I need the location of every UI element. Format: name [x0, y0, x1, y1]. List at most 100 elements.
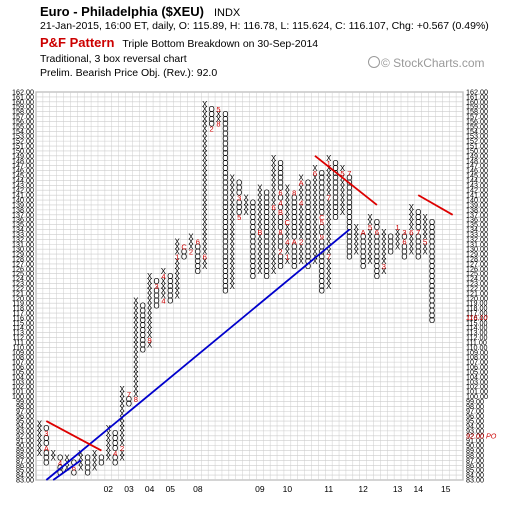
o-box: O	[167, 272, 173, 281]
x-box: X	[133, 301, 139, 310]
x-box: X	[312, 198, 318, 207]
y-tick-label-left: 94.00	[16, 421, 34, 430]
y-tick-label-right: 128.00	[466, 254, 488, 263]
x-box: X	[381, 233, 387, 242]
o-box: O	[305, 179, 311, 188]
o-box: O	[305, 188, 311, 197]
x-box: X	[119, 429, 125, 438]
o-box: O	[222, 208, 228, 217]
o-box: O	[264, 272, 270, 281]
x-box: X	[202, 218, 208, 227]
y-tick-label-left: 141.00	[12, 191, 34, 200]
month-marker: 6	[409, 228, 413, 237]
o-box: O	[415, 252, 421, 261]
x-box: X	[367, 228, 373, 237]
o-box: O	[319, 198, 325, 207]
y-tick-label-left: 157.00	[12, 112, 34, 121]
y-tick-label-right: 150.00	[466, 146, 488, 155]
x-box: X	[409, 218, 415, 227]
o-box: O	[250, 243, 256, 252]
y-tick-label-left: 98.00	[16, 402, 34, 411]
o-box: O	[85, 454, 91, 463]
o-box: O	[360, 257, 366, 266]
x-box: X	[133, 336, 139, 345]
o-box: O	[222, 154, 228, 163]
month-marker: A	[292, 238, 297, 247]
x-box: X	[133, 346, 139, 355]
o-box: O	[112, 444, 118, 453]
y-tick-label-left: 89.00	[16, 446, 34, 455]
y-tick-label-left: 101.00	[12, 387, 34, 396]
x-box: X	[133, 311, 139, 320]
month-marker: 7	[327, 252, 331, 261]
o-box: O	[153, 287, 159, 296]
o-box: O	[305, 228, 311, 237]
x-box: X	[133, 326, 139, 335]
x-box: X	[202, 164, 208, 173]
x-box: X	[285, 223, 291, 232]
x-box: X	[326, 247, 332, 256]
bullish-support-trendline	[52, 459, 82, 481]
y-tick-label-right: 86.00	[466, 461, 484, 470]
x-box: X	[340, 203, 346, 212]
o-box: O	[415, 243, 421, 252]
x-box: X	[395, 233, 401, 242]
o-box: O	[291, 252, 297, 261]
y-tick-label-left: 97.00	[16, 407, 34, 416]
o-box: O	[305, 208, 311, 217]
y-tick-label-left: 104.00	[12, 372, 34, 381]
x-box: X	[312, 247, 318, 256]
o-box: O	[43, 454, 49, 463]
x-box: X	[188, 238, 194, 247]
o-box: O	[360, 243, 366, 252]
x-box: X	[299, 184, 305, 193]
x-box: X	[409, 213, 415, 222]
x-box: X	[202, 193, 208, 202]
o-box: O	[43, 434, 49, 443]
x-box: X	[202, 184, 208, 193]
o-box: O	[222, 203, 228, 212]
x-box: X	[202, 223, 208, 232]
y-tick-label-left: 115.00	[13, 318, 34, 327]
x-box: X	[202, 154, 208, 163]
x-box: X	[119, 449, 125, 458]
o-box: O	[264, 252, 270, 261]
o-box: O	[374, 223, 380, 232]
pattern-text: Triple Bottom Breakdown on 30-Sep-2014	[122, 38, 319, 50]
o-box: O	[264, 267, 270, 276]
x-box: X	[257, 247, 263, 256]
o-box: O	[209, 105, 215, 114]
x-box: X	[257, 252, 263, 261]
o-box: O	[305, 213, 311, 222]
y-tick-label-right: 115.00	[466, 318, 487, 327]
o-box: O	[429, 267, 435, 276]
x-box: X	[37, 429, 43, 438]
o-box: O	[277, 213, 283, 222]
o-box: O	[153, 292, 159, 301]
month-marker: 3	[402, 228, 406, 237]
o-box: O	[167, 282, 173, 291]
x-box: X	[381, 238, 387, 247]
o-box: O	[291, 213, 297, 222]
o-box: O	[112, 454, 118, 463]
y-tick-label-left: 159.00	[12, 102, 34, 111]
o-box: O	[264, 213, 270, 222]
x-box: X	[271, 233, 277, 242]
o-box: O	[277, 169, 283, 178]
x-box: X	[202, 100, 208, 109]
price-annotation: 116.10	[466, 313, 487, 322]
y-tick-label-right: 113.00	[466, 328, 487, 337]
x-box: X	[312, 184, 318, 193]
x-year-label: 05	[166, 484, 176, 494]
x-box: X	[271, 188, 277, 197]
x-box: X	[271, 228, 277, 237]
y-tick-label-left: 90.00	[16, 441, 34, 450]
x-box: X	[147, 301, 153, 310]
x-box: X	[202, 179, 208, 188]
x-box: X	[202, 243, 208, 252]
o-box: O	[319, 193, 325, 202]
y-tick-label-right: 131.00	[466, 240, 488, 249]
o-box: O	[277, 184, 283, 193]
x-box: X	[202, 238, 208, 247]
x-box: X	[326, 179, 332, 188]
